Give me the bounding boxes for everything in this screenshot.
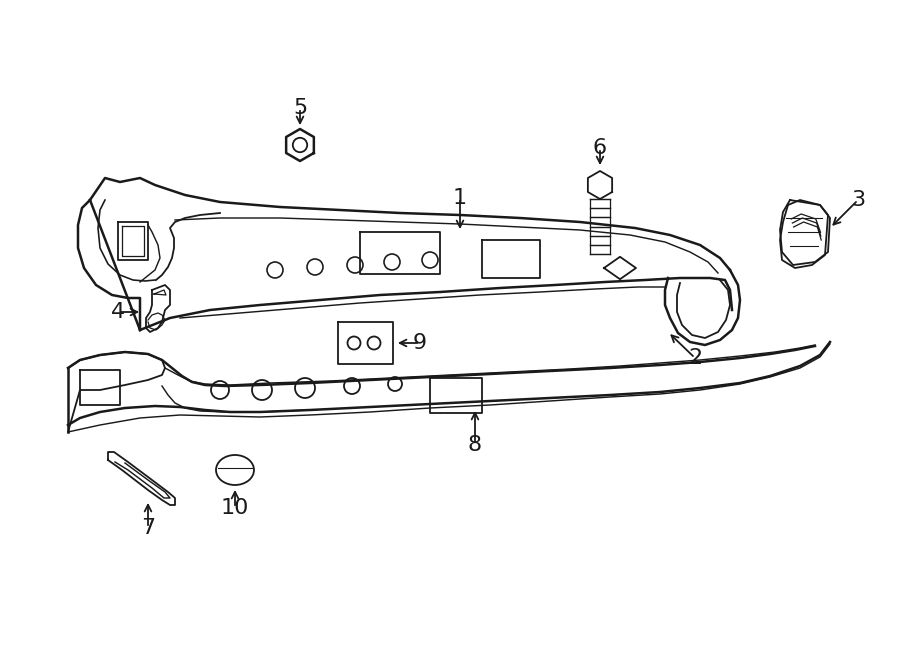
Text: 4: 4: [111, 302, 125, 322]
Text: 7: 7: [141, 518, 155, 538]
Text: 8: 8: [468, 435, 482, 455]
Text: 9: 9: [413, 333, 428, 353]
Text: 1: 1: [453, 188, 467, 208]
Text: 10: 10: [220, 498, 249, 518]
Text: 3: 3: [850, 190, 865, 210]
Text: 5: 5: [292, 98, 307, 118]
Text: 2: 2: [688, 348, 702, 368]
Text: 6: 6: [593, 138, 608, 158]
